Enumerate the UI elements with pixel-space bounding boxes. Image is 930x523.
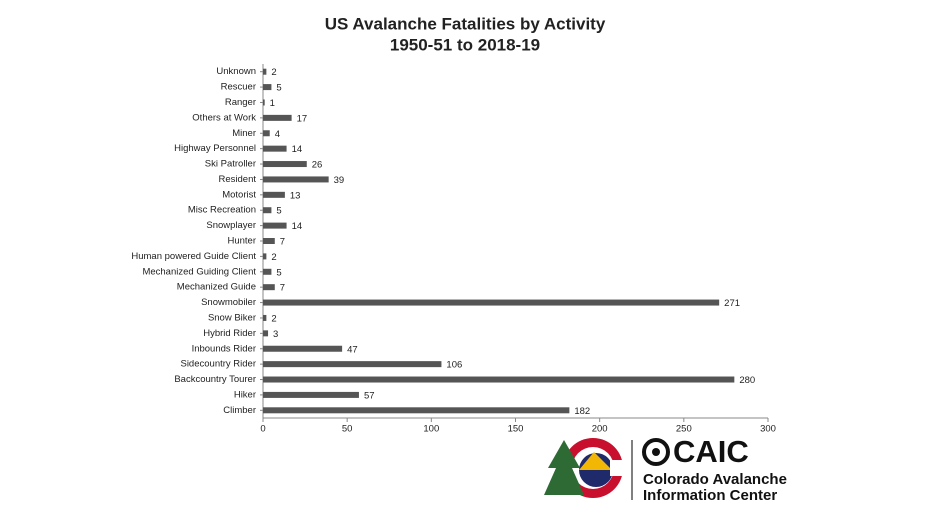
value-label: 2: [271, 313, 276, 324]
logo-peak: [579, 452, 612, 470]
bar: [263, 253, 267, 260]
y-tick-label: Hybrid Rider: [203, 328, 256, 339]
value-label: 5: [276, 267, 281, 278]
value-label: 1: [270, 98, 275, 109]
value-label: 182: [574, 406, 590, 417]
bar: [263, 99, 265, 106]
y-tick-label: Snowplayer: [206, 220, 256, 231]
value-label: 2: [271, 67, 276, 78]
y-tick-label: Misc Recreation: [188, 205, 256, 216]
y-tick-label: Mechanized Guide: [177, 282, 256, 293]
y-tick-label: Ranger: [225, 97, 256, 108]
bar: [263, 84, 272, 91]
bar: [263, 361, 442, 368]
bar: [263, 161, 307, 168]
value-label: 271: [724, 298, 740, 309]
x-tick-label: 0: [260, 424, 265, 435]
value-label: 17: [297, 113, 308, 124]
logo-snowflake-core: [652, 448, 660, 456]
x-tick-label: 150: [508, 424, 524, 435]
bar: [263, 207, 272, 214]
value-label: 2: [271, 252, 276, 263]
value-label: 7: [280, 237, 285, 248]
y-tick-label: Snow Biker: [208, 312, 256, 323]
value-label: 5: [276, 206, 281, 217]
y-tick-label: Snowmobiler: [201, 297, 256, 308]
value-label: 47: [347, 344, 358, 355]
x-tick-label: 200: [592, 424, 608, 435]
y-tick-label: Miner: [232, 128, 256, 139]
bar: [263, 268, 272, 275]
y-tick-label: Unknown: [216, 66, 256, 77]
bar: [263, 299, 720, 306]
bar: [263, 145, 287, 152]
value-label: 106: [446, 360, 462, 371]
logo-snowflake-ring: [642, 438, 670, 466]
bar: [263, 222, 287, 229]
y-tick-label: Rescuer: [221, 82, 256, 93]
value-label: 3: [273, 329, 278, 340]
bar: [263, 238, 275, 244]
y-tick-label: Hiker: [234, 389, 256, 400]
bar: [263, 114, 292, 121]
logo-name: CAIC: [673, 434, 749, 469]
y-tick-label: Highway Personnel: [174, 143, 256, 154]
chart-title: US Avalanche Fatalities by Activity: [325, 14, 606, 33]
y-tick-label: Ski Patroller: [205, 159, 256, 170]
y-tick-label: Backcountry Tourer: [174, 374, 256, 385]
x-tick-label: 250: [676, 424, 692, 435]
value-label: 14: [292, 144, 303, 155]
logo-graphic: [544, 438, 670, 500]
value-label: 13: [290, 190, 301, 201]
bar: [263, 407, 570, 414]
logo-line: Information Center: [643, 487, 777, 504]
y-tick-label: Inbounds Rider: [192, 343, 256, 354]
bar: [263, 130, 270, 137]
logo-snowflake: [642, 438, 670, 466]
bar: [263, 391, 359, 398]
logo-line: Colorado Avalanche: [643, 471, 787, 488]
value-label: 57: [364, 390, 375, 401]
bar: [263, 314, 267, 321]
y-tick-label: Mechanized Guiding Client: [142, 266, 256, 277]
y-tick-label: Resident: [219, 174, 257, 185]
x-tick-label: 50: [342, 424, 353, 435]
y-tick-label: Hunter: [227, 236, 256, 247]
bar: [263, 345, 343, 352]
x-tick-label: 300: [760, 424, 776, 435]
bar: [263, 330, 269, 337]
value-label: 26: [312, 160, 323, 171]
bar: [263, 376, 735, 383]
bar: [263, 284, 275, 291]
value-label: 280: [739, 375, 755, 386]
chart-subtitle: 1950-51 to 2018-19: [390, 35, 540, 54]
value-label: 4: [275, 129, 280, 140]
value-label: 5: [276, 83, 281, 94]
y-tick-label: Climber: [223, 405, 256, 416]
y-tick-label: Motorist: [222, 189, 256, 200]
bar: [263, 191, 285, 198]
x-tick-label: 100: [423, 424, 439, 435]
y-tick-label: Others at Work: [192, 112, 256, 123]
bar: [263, 176, 329, 183]
logo-gap: [610, 460, 632, 476]
y-tick-label: Sidecountry Rider: [180, 359, 256, 370]
bar: [263, 68, 267, 75]
logo-tree: [544, 440, 584, 495]
value-label: 14: [292, 221, 303, 232]
value-label: 39: [334, 175, 345, 186]
y-tick-label: Human powered Guide Client: [131, 251, 256, 262]
value-label: 7: [280, 283, 285, 294]
